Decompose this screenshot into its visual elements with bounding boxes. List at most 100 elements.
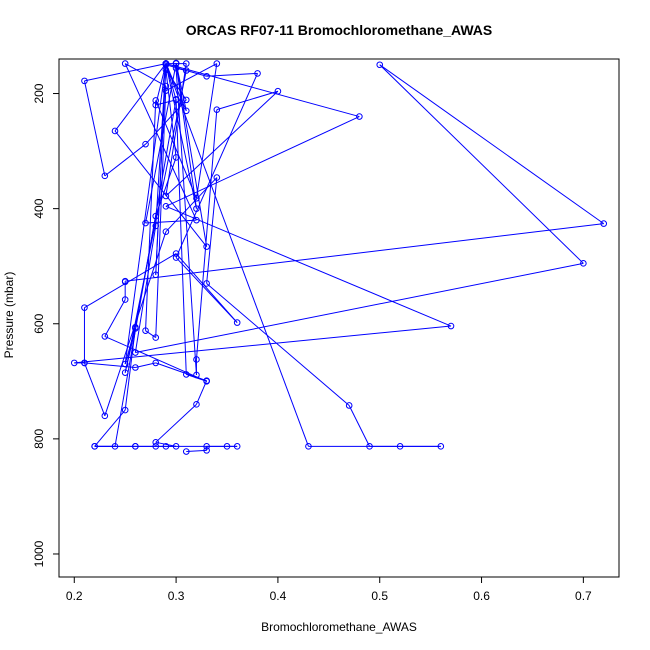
data-point	[101, 172, 109, 180]
data-point	[172, 95, 180, 103]
data-point	[152, 271, 160, 279]
y-tick-label: 1000	[32, 540, 46, 567]
data-point	[254, 70, 261, 77]
data-point	[580, 260, 587, 267]
y-tick-label: 600	[32, 313, 46, 333]
x-tick-label: 0.4	[270, 589, 287, 603]
data-point	[132, 325, 139, 332]
series-segment	[379, 64, 605, 225]
x-axis: 0.2 0.3 0.4 0.5 0.6 0.7	[66, 577, 592, 603]
data-point	[152, 359, 160, 367]
data-point	[356, 113, 363, 120]
data-point	[193, 216, 200, 224]
data-point	[213, 60, 221, 67]
data-point	[233, 443, 241, 450]
series-segment	[379, 64, 584, 264]
y-tick-label: 200	[32, 83, 46, 103]
series-segment	[165, 63, 309, 447]
data-point	[193, 356, 200, 363]
data-point	[152, 101, 160, 109]
series-segment	[175, 73, 259, 258]
series-segment	[165, 63, 360, 118]
data-point	[152, 212, 160, 220]
series-segment	[206, 283, 350, 406]
series-segment	[84, 63, 167, 82]
series-segment	[155, 86, 167, 338]
data-point	[396, 443, 404, 450]
x-axis-label: Bromochloromethane_AWAS	[261, 620, 417, 634]
data-point	[152, 97, 160, 104]
data-point	[213, 174, 221, 181]
series-segment	[155, 99, 177, 106]
plot-frame	[58, 58, 620, 578]
series-segment	[186, 449, 207, 453]
series-segment	[165, 90, 279, 197]
data-point	[101, 333, 109, 340]
data-point	[70, 359, 78, 367]
data-point	[182, 448, 190, 455]
data-point	[193, 371, 200, 379]
series-segment	[145, 330, 157, 338]
data-point	[182, 371, 190, 378]
series-segment	[195, 63, 218, 199]
series-segment	[135, 362, 156, 368]
data-point	[182, 67, 190, 74]
data-point	[172, 443, 180, 450]
data-point	[132, 364, 139, 371]
data-point	[203, 72, 210, 80]
series-segment	[175, 67, 187, 71]
data-point	[142, 140, 149, 148]
data-point	[447, 322, 455, 330]
data-point	[101, 412, 109, 420]
series-segment	[74, 325, 452, 364]
series-segment	[145, 63, 177, 224]
data-point	[152, 334, 160, 341]
data-point	[203, 280, 210, 287]
data-point	[182, 96, 190, 104]
series-segment	[124, 63, 167, 365]
data-point	[91, 443, 98, 450]
data-point	[213, 106, 221, 113]
series-segment	[195, 109, 218, 360]
data-point	[223, 443, 231, 450]
data-point	[193, 205, 200, 212]
data-point	[600, 220, 608, 227]
data-point	[233, 319, 241, 326]
data-point	[274, 87, 282, 95]
series-segment	[124, 63, 197, 221]
data-point	[121, 60, 129, 67]
series-segment	[195, 380, 208, 405]
data-point	[162, 60, 170, 67]
data-point	[345, 402, 353, 409]
series-segment	[175, 63, 197, 209]
data-point	[182, 107, 190, 115]
data-point	[172, 60, 180, 67]
data-point	[172, 250, 180, 257]
data-point	[162, 82, 170, 90]
series-segment	[135, 262, 584, 354]
data-point	[132, 349, 139, 356]
series-segment	[114, 99, 177, 447]
data-point	[121, 406, 129, 414]
series-segment	[125, 223, 604, 282]
series-segment	[155, 441, 177, 447]
series-segment	[165, 63, 218, 92]
series-segment	[134, 225, 157, 353]
data-point	[376, 61, 384, 69]
x-tick-label: 0.5	[371, 589, 388, 603]
series-segment	[83, 80, 106, 176]
data-point	[152, 443, 160, 450]
series-segment	[155, 64, 167, 275]
data-point	[366, 443, 373, 450]
data-point	[162, 87, 170, 94]
data-point	[203, 378, 210, 385]
data-point	[142, 327, 149, 334]
x-tick-label: 0.6	[473, 589, 490, 603]
y-tick-label: 400	[32, 198, 46, 218]
data-point	[111, 127, 119, 135]
series-segment	[165, 205, 452, 327]
data-point	[111, 443, 119, 450]
series-segment	[175, 68, 197, 376]
series-segment	[165, 116, 360, 207]
series-segment	[83, 362, 106, 417]
